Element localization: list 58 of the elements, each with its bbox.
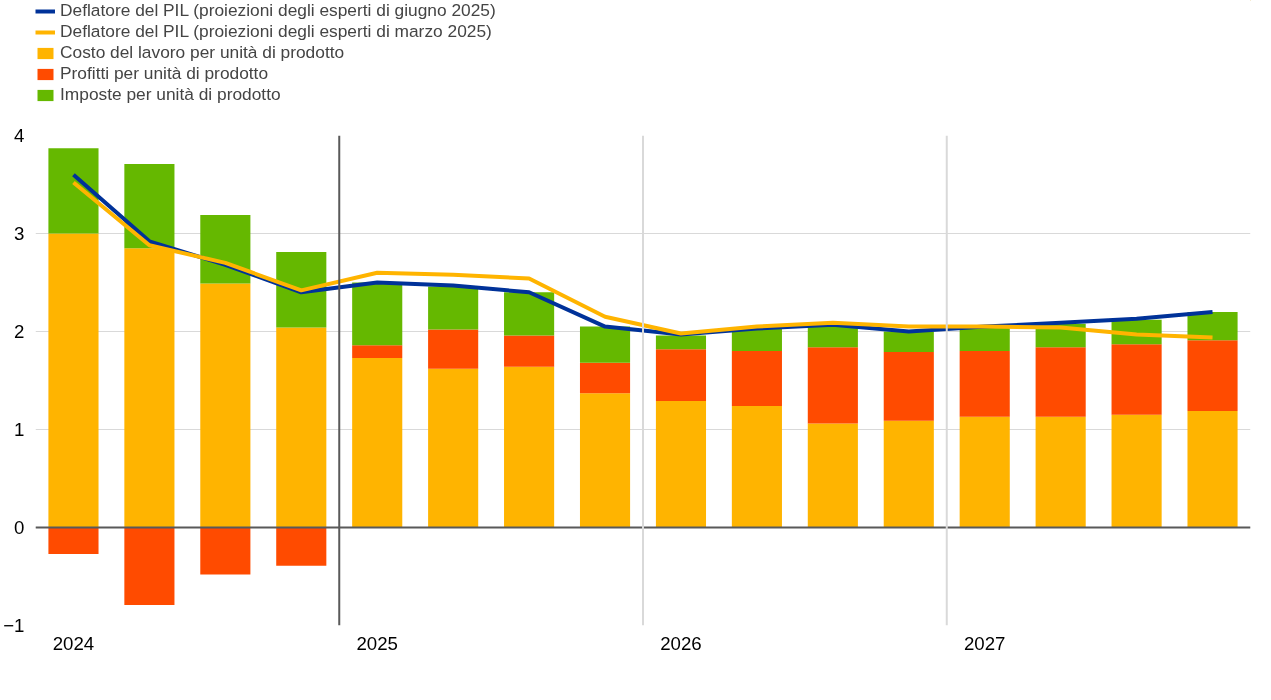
bar xyxy=(200,214,251,284)
x-tick-label: 2027 xyxy=(963,632,1006,654)
bar xyxy=(1187,410,1238,528)
bar xyxy=(352,282,403,346)
bar xyxy=(807,423,858,528)
bar xyxy=(504,366,555,528)
bar xyxy=(352,345,403,358)
x-tick-label: 2026 xyxy=(660,632,702,654)
bar xyxy=(883,420,934,528)
bar xyxy=(276,327,327,528)
legend-label: Imposte per unità di prodotto xyxy=(60,84,281,105)
legend-label: Costo del lavoro per unità di prodotto xyxy=(60,42,345,63)
bar xyxy=(276,252,327,328)
y-tick-label: 2 xyxy=(14,321,25,342)
bar xyxy=(579,326,631,363)
bar xyxy=(579,393,631,528)
bar xyxy=(428,329,479,369)
legend-label: Deflatore del PIL (proiezioni degli esperti di giugno 2025) xyxy=(60,0,496,21)
bar xyxy=(48,233,99,528)
legend-label: Profitti per unità di prodotto xyxy=(60,63,269,84)
bar xyxy=(428,286,479,330)
bar xyxy=(124,163,175,249)
bar xyxy=(579,362,631,394)
bar xyxy=(883,352,934,421)
bar xyxy=(504,335,555,367)
bar xyxy=(731,405,782,528)
y-tick-label: 4 xyxy=(14,125,25,146)
x-tick-label: 2025 xyxy=(356,632,398,654)
bar xyxy=(655,401,707,528)
bar xyxy=(200,283,251,528)
bar xyxy=(731,351,782,406)
bar xyxy=(959,416,1010,528)
y-tick-label: 0 xyxy=(14,517,25,538)
bar xyxy=(959,327,1010,352)
bar xyxy=(1111,414,1162,528)
legend-label: Deflatore del PIL (proiezioni degli esperti di marzo 2025) xyxy=(60,21,492,42)
bar xyxy=(124,527,175,605)
y-tick-label: −1 xyxy=(3,615,25,636)
bar xyxy=(200,527,251,575)
bar xyxy=(504,292,555,336)
bar xyxy=(655,335,707,350)
bar xyxy=(883,331,934,353)
y-tick-label: 1 xyxy=(14,419,25,440)
bar xyxy=(1035,416,1086,528)
bar xyxy=(1035,347,1086,417)
bar xyxy=(655,349,707,402)
y-tick-label: 3 xyxy=(14,223,25,244)
bar xyxy=(48,148,99,234)
bar xyxy=(1111,344,1162,415)
x-tick-label: 2024 xyxy=(52,632,95,654)
bar xyxy=(959,351,1010,417)
bar xyxy=(352,357,403,528)
bar xyxy=(1187,340,1238,411)
bar xyxy=(731,328,782,352)
bar xyxy=(276,527,327,566)
bar xyxy=(428,368,479,528)
bar xyxy=(807,347,858,424)
bar xyxy=(48,527,99,554)
